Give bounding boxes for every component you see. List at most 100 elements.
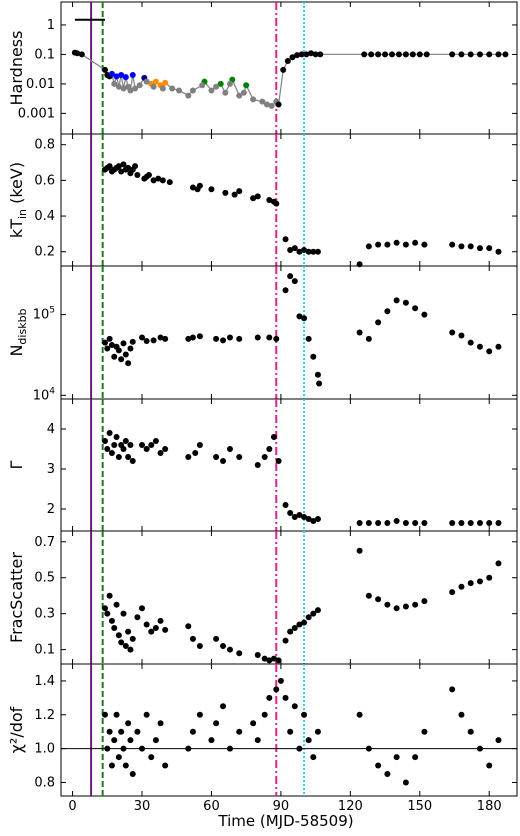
data-point [412, 520, 419, 526]
data-point [220, 703, 227, 710]
panel-kTin: 0.2 0.4 0.6 0.8 kTin (keV) [7, 133, 518, 268]
data-point [476, 343, 483, 350]
data-point [296, 745, 303, 752]
data-point [365, 745, 372, 752]
data-point [106, 728, 113, 735]
data-point [120, 340, 127, 347]
y-tick-label: 2 [47, 502, 55, 517]
data-point [129, 72, 136, 79]
data-point [261, 655, 268, 662]
data-point [118, 639, 125, 646]
panel-frame [60, 663, 518, 797]
data-point [449, 589, 456, 596]
data-point [301, 619, 308, 626]
data-point [476, 245, 483, 252]
data-point [134, 728, 141, 735]
data-point [254, 737, 261, 744]
y-tick-label: 104 [33, 386, 56, 403]
data-point [113, 73, 120, 80]
data-point [449, 51, 456, 58]
data-point [118, 168, 125, 175]
x-tick-label: 180 [477, 799, 502, 814]
data-point [277, 677, 284, 684]
data-point [120, 161, 127, 168]
data-point [254, 462, 261, 468]
data-point [134, 614, 141, 621]
data-point [421, 520, 428, 526]
data-point [365, 335, 372, 342]
data-point [254, 193, 261, 200]
data-point [236, 650, 243, 657]
data-point [118, 356, 125, 363]
data-point [273, 335, 280, 342]
data-point [189, 87, 196, 94]
data-point [143, 78, 150, 85]
data-point [127, 87, 134, 94]
data-point [266, 197, 273, 203]
data-point [139, 745, 146, 752]
data-point [305, 737, 312, 744]
data-point [113, 601, 120, 608]
x-tick-label: 60 [203, 799, 220, 814]
data-point [231, 191, 238, 198]
data-point [467, 728, 474, 735]
data-point [134, 172, 141, 179]
y-tick-label: 0.1 [34, 643, 55, 658]
data-point [495, 343, 502, 350]
data-point [486, 762, 493, 769]
data-point [118, 72, 125, 79]
data-point [275, 458, 282, 464]
data-point [148, 754, 155, 761]
y-tick-label: 1 [47, 18, 55, 33]
data-point [458, 51, 465, 58]
data-point [139, 442, 146, 448]
data-point [458, 711, 465, 718]
data-point [270, 655, 277, 662]
data-point [305, 248, 312, 255]
data-point [250, 720, 257, 727]
data-point [375, 520, 382, 526]
data-point [143, 711, 150, 718]
data-point [282, 287, 289, 294]
data-point [213, 454, 220, 460]
data-point [273, 686, 280, 693]
data-point [303, 51, 310, 58]
data-point [264, 101, 271, 108]
data-point [416, 51, 423, 58]
data-point [192, 450, 199, 456]
data-point [275, 657, 282, 664]
data-point [120, 610, 127, 617]
data-point [393, 605, 400, 612]
data-point [421, 598, 428, 605]
data-point [213, 635, 220, 642]
data-point [108, 617, 115, 624]
data-point [101, 438, 108, 444]
y-tick-label: 0.8 [34, 775, 55, 790]
data-point [305, 335, 312, 342]
y-tick-label: 0.5 [34, 571, 55, 586]
data-point [280, 66, 287, 73]
data-point [125, 628, 132, 635]
data-point [284, 57, 291, 64]
y-tick-label: 0.001 [18, 106, 55, 121]
data-point [226, 80, 233, 87]
data-point [226, 646, 233, 653]
data-point [220, 643, 227, 650]
data-point [365, 520, 372, 526]
panel-frame [60, 265, 518, 400]
data-point [423, 51, 430, 58]
data-point [106, 335, 113, 342]
data-point [421, 311, 428, 318]
panel-frame [60, 1, 518, 135]
y-tick-label: 1.0 [34, 742, 55, 757]
data-point [365, 592, 372, 599]
data-point [384, 520, 391, 526]
data-point [213, 720, 220, 727]
data-point [196, 333, 203, 340]
data-point [122, 438, 129, 444]
data-point [458, 332, 465, 339]
data-point [305, 614, 312, 621]
x-tick-label: 90 [273, 799, 290, 814]
data-point [495, 51, 502, 58]
